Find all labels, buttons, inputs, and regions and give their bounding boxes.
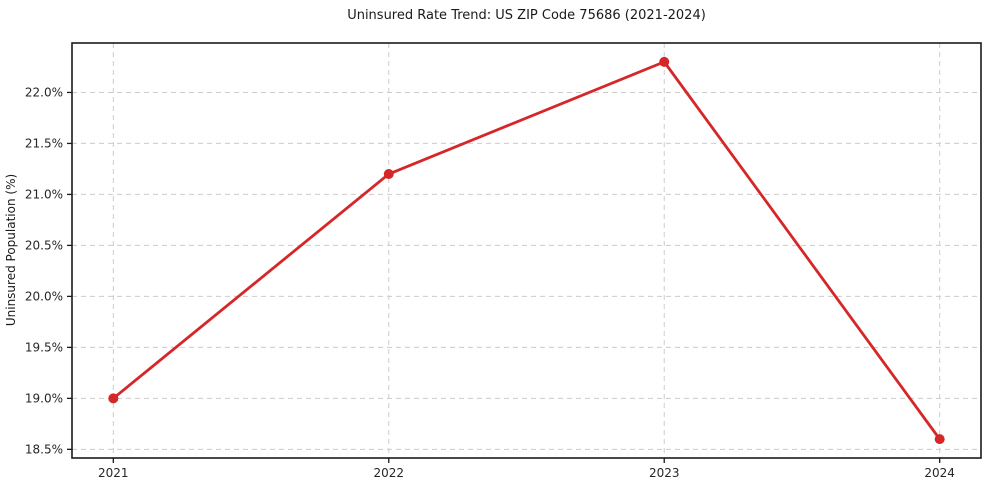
data-point-marker (934, 434, 945, 445)
y-tick-label: 21.5% (25, 136, 63, 150)
trend-line (111, 60, 942, 441)
y-tick-label: 18.5% (25, 442, 63, 456)
plot-frame (71, 42, 982, 459)
chart-title: Uninsured Rate Trend: US ZIP Code 75686 … (347, 8, 706, 23)
x-tick-label: 2024 (924, 466, 955, 480)
y-tick-label: 22.0% (25, 85, 63, 99)
data-point-marker (659, 56, 670, 67)
y-tick-label: 19.0% (25, 391, 63, 405)
y-tick-label: 21.0% (25, 187, 63, 201)
y-tick-label: 19.5% (25, 340, 63, 354)
x-tick-label: 2023 (649, 466, 680, 480)
y-tick-label: 20.0% (25, 289, 63, 303)
x-tick-label: 2022 (373, 466, 404, 480)
data-point-marker (108, 393, 119, 404)
data-point-marker (383, 169, 394, 180)
x-tick-label: 2021 (98, 466, 129, 480)
y-tick-label: 20.5% (25, 238, 63, 252)
